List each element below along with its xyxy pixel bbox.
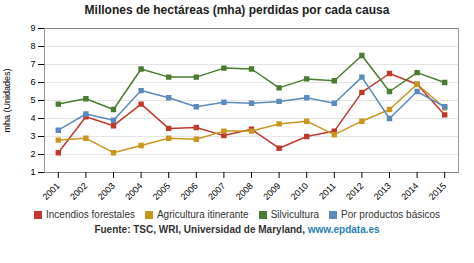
svg-text:2004: 2004 [123, 181, 144, 202]
html-text:Incendios forestales: Incendios forestales [46, 209, 135, 220]
svg-text:mha (Unidades): mha (Unidades) [2, 68, 12, 132]
svg-text:8: 8 [30, 41, 35, 51]
svg-text:2001: 2001 [41, 181, 62, 202]
svg-text:2: 2 [30, 149, 35, 159]
svg-text:2015: 2015 [427, 181, 448, 202]
svg-text:2010: 2010 [289, 181, 310, 202]
svg-text:2008: 2008 [234, 181, 255, 202]
svg-text:2002: 2002 [68, 181, 89, 202]
svg-text:5: 5 [30, 95, 35, 105]
svg-text:2013: 2013 [372, 181, 393, 202]
svg-text:2014: 2014 [399, 181, 420, 202]
svg-text:9: 9 [30, 23, 35, 33]
svg-text:3: 3 [30, 131, 35, 141]
html-text:Millones de hectáreas (mha) pe: Millones de hectáreas (mha) perdidas por… [84, 3, 390, 17]
svg-text:7: 7 [30, 59, 35, 69]
svg-text:2003: 2003 [96, 181, 117, 202]
svg-text:2005: 2005 [151, 181, 172, 202]
html-text:Fuente: TSC, WRI, Universidad: Fuente: TSC, WRI, Universidad de Marylan… [94, 224, 380, 235]
html-text:Por productos básicos: Por productos básicos [341, 209, 440, 220]
html-text:Silvicultura: Silvicultura [270, 209, 319, 220]
svg-text:2011: 2011 [317, 181, 338, 202]
svg-text:4: 4 [30, 113, 35, 123]
svg-text:6: 6 [30, 77, 35, 87]
html-text:Agricultura itinerante: Agricultura itinerante [157, 209, 249, 220]
svg-text:2012: 2012 [344, 181, 365, 202]
svg-text:2006: 2006 [179, 181, 200, 202]
svg-text:1: 1 [30, 167, 35, 177]
svg-text:2009: 2009 [261, 181, 282, 202]
svg-text:2007: 2007 [206, 181, 227, 202]
